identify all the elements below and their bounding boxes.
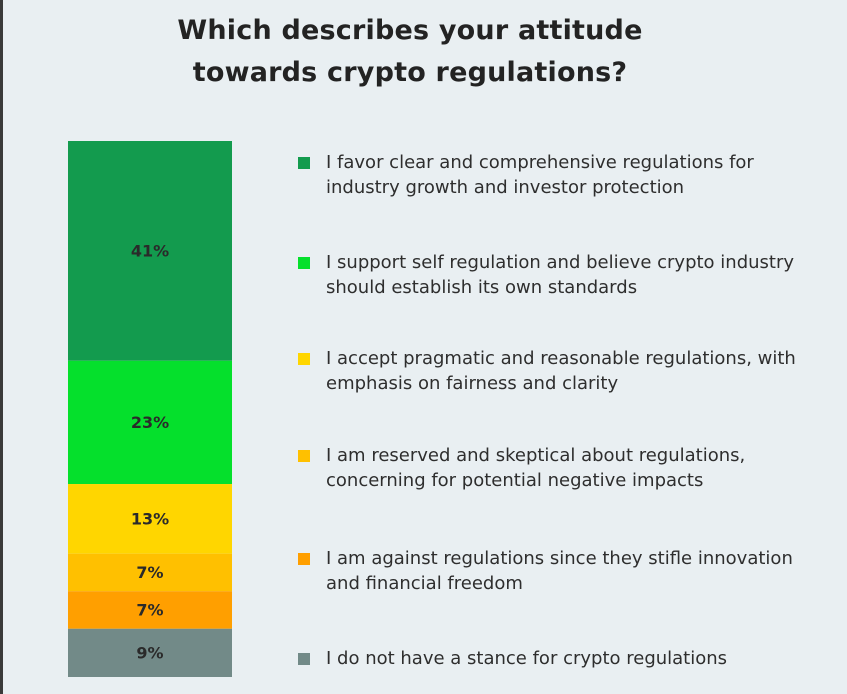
- legend-swatch-4: [298, 450, 310, 462]
- legend-swatch-5: [298, 553, 310, 565]
- bar-segment-2: [68, 360, 232, 485]
- legend-label-2: I support self regulation and believe cr…: [326, 252, 795, 298]
- data-label-2: 23%: [131, 413, 169, 432]
- legend-label-6: I do not have a stance for crypto regula…: [326, 648, 728, 669]
- legend-swatch-6: [298, 653, 310, 665]
- bar-segment-4: [68, 553, 232, 592]
- legend-swatch-1: [298, 157, 310, 169]
- data-label-5: 7%: [136, 601, 163, 620]
- left-edge-divider: [0, 0, 3, 694]
- legend-swatch-3: [298, 353, 310, 365]
- legend-label-3: I accept pragmatic and reasonable regula…: [326, 348, 796, 394]
- data-label-4: 7%: [136, 563, 163, 582]
- legend-swatch-2: [298, 257, 310, 269]
- bar-segment-5: [68, 591, 232, 629]
- bar-segment-1: [68, 141, 232, 361]
- legend-label-1: I favor clear and comprehensive regulati…: [326, 152, 754, 198]
- data-label-1: 41%: [131, 241, 169, 260]
- bar-segment-3: [68, 484, 232, 554]
- bar-segment-6: [68, 628, 232, 677]
- chart-title: Which describes your attitude towards cr…: [177, 15, 643, 88]
- legend-label-5: I am against regulations since they stif…: [326, 548, 793, 594]
- data-label-6: 9%: [136, 643, 163, 662]
- legend-label-4: I am reserved and skeptical about regula…: [326, 445, 746, 491]
- data-label-3: 13%: [131, 509, 169, 528]
